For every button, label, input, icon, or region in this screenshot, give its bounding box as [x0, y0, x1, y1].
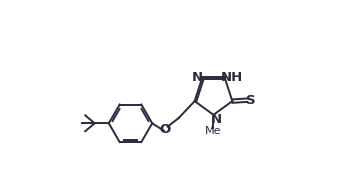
Text: S: S: [246, 94, 256, 107]
Text: N: N: [211, 113, 222, 126]
Text: Me: Me: [205, 126, 222, 136]
Text: NH: NH: [221, 71, 243, 84]
Text: O: O: [159, 123, 171, 136]
Text: N: N: [192, 71, 203, 84]
